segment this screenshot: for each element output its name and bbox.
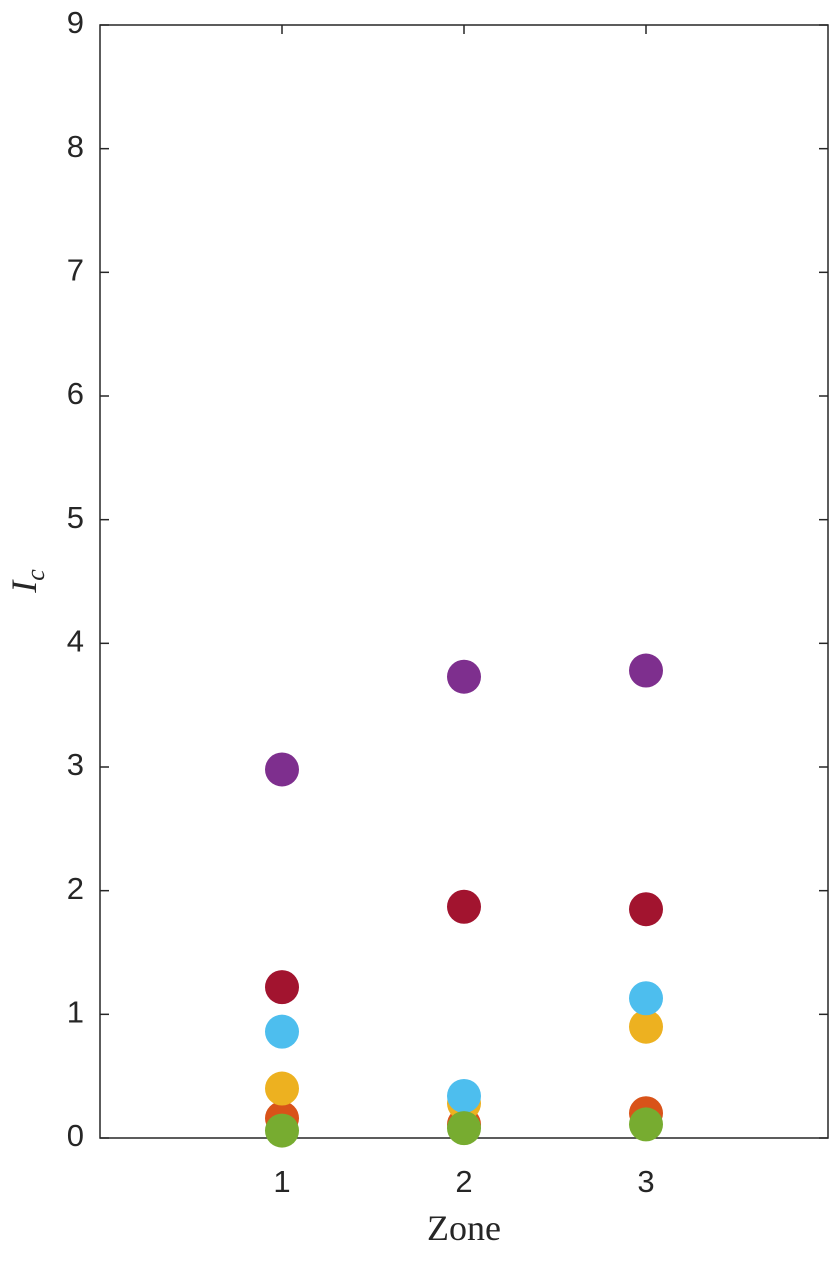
y-tick-label: 3 bbox=[67, 747, 84, 782]
axes-box bbox=[99, 24, 829, 1139]
point bbox=[265, 1014, 299, 1049]
point bbox=[629, 1009, 663, 1044]
point bbox=[447, 1111, 481, 1146]
x-tick-label: 2 bbox=[455, 1164, 472, 1199]
y-tick-label: 8 bbox=[67, 129, 84, 164]
y-tick-label: 1 bbox=[67, 995, 84, 1030]
point bbox=[629, 1107, 663, 1142]
x-axis-label: Zone bbox=[427, 1208, 501, 1248]
y-axis-label-sub: c bbox=[21, 569, 50, 581]
point bbox=[447, 1078, 481, 1113]
x-tick-label: 3 bbox=[637, 1164, 654, 1199]
y-tick-label: 9 bbox=[67, 5, 84, 40]
y-tick-label: 2 bbox=[67, 871, 84, 906]
point bbox=[265, 752, 299, 787]
y-tick-label: 0 bbox=[67, 1118, 84, 1153]
y-axis-label: Ic bbox=[4, 569, 50, 594]
x-tick-label: 1 bbox=[273, 1164, 290, 1199]
y-tick-label: 6 bbox=[67, 376, 84, 411]
y-tick-label: 7 bbox=[67, 253, 84, 288]
point bbox=[447, 889, 481, 924]
point bbox=[265, 1113, 299, 1148]
point bbox=[265, 1071, 299, 1106]
point bbox=[629, 892, 663, 927]
point bbox=[629, 653, 663, 688]
y-tick-label: 4 bbox=[67, 624, 84, 659]
point bbox=[629, 981, 663, 1016]
point bbox=[265, 970, 299, 1005]
y-axis-label-main: I bbox=[4, 579, 44, 594]
y-tick-label: 5 bbox=[67, 500, 84, 535]
point bbox=[447, 659, 481, 694]
